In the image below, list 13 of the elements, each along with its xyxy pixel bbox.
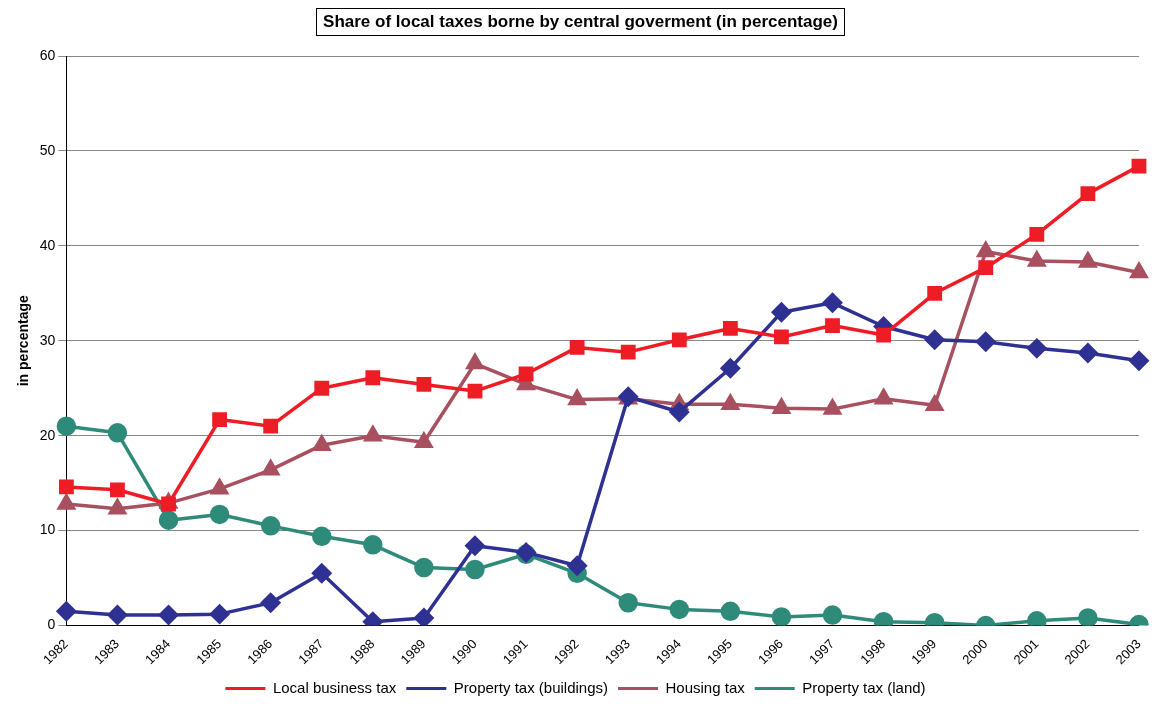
y-tick-label: 30 xyxy=(39,331,56,348)
y-tick-label: 20 xyxy=(39,426,56,443)
y-tick-label: 0 xyxy=(47,616,56,633)
chart-title: Share of local taxes borne by central goverment (in percentage) xyxy=(316,8,845,36)
legend-label: Housing tax xyxy=(665,678,746,696)
legend-label: Property tax (buildings) xyxy=(453,678,609,696)
y-axis-title: in percentage xyxy=(15,295,32,387)
y-tick-label: 50 xyxy=(39,141,56,158)
y-tick-label: 10 xyxy=(39,521,56,538)
legend-label: Local business tax xyxy=(272,678,397,696)
y-tick-label: 60 xyxy=(39,46,56,63)
y-tick-label: 40 xyxy=(39,236,56,253)
legend-label: Property tax (land) xyxy=(802,678,926,696)
